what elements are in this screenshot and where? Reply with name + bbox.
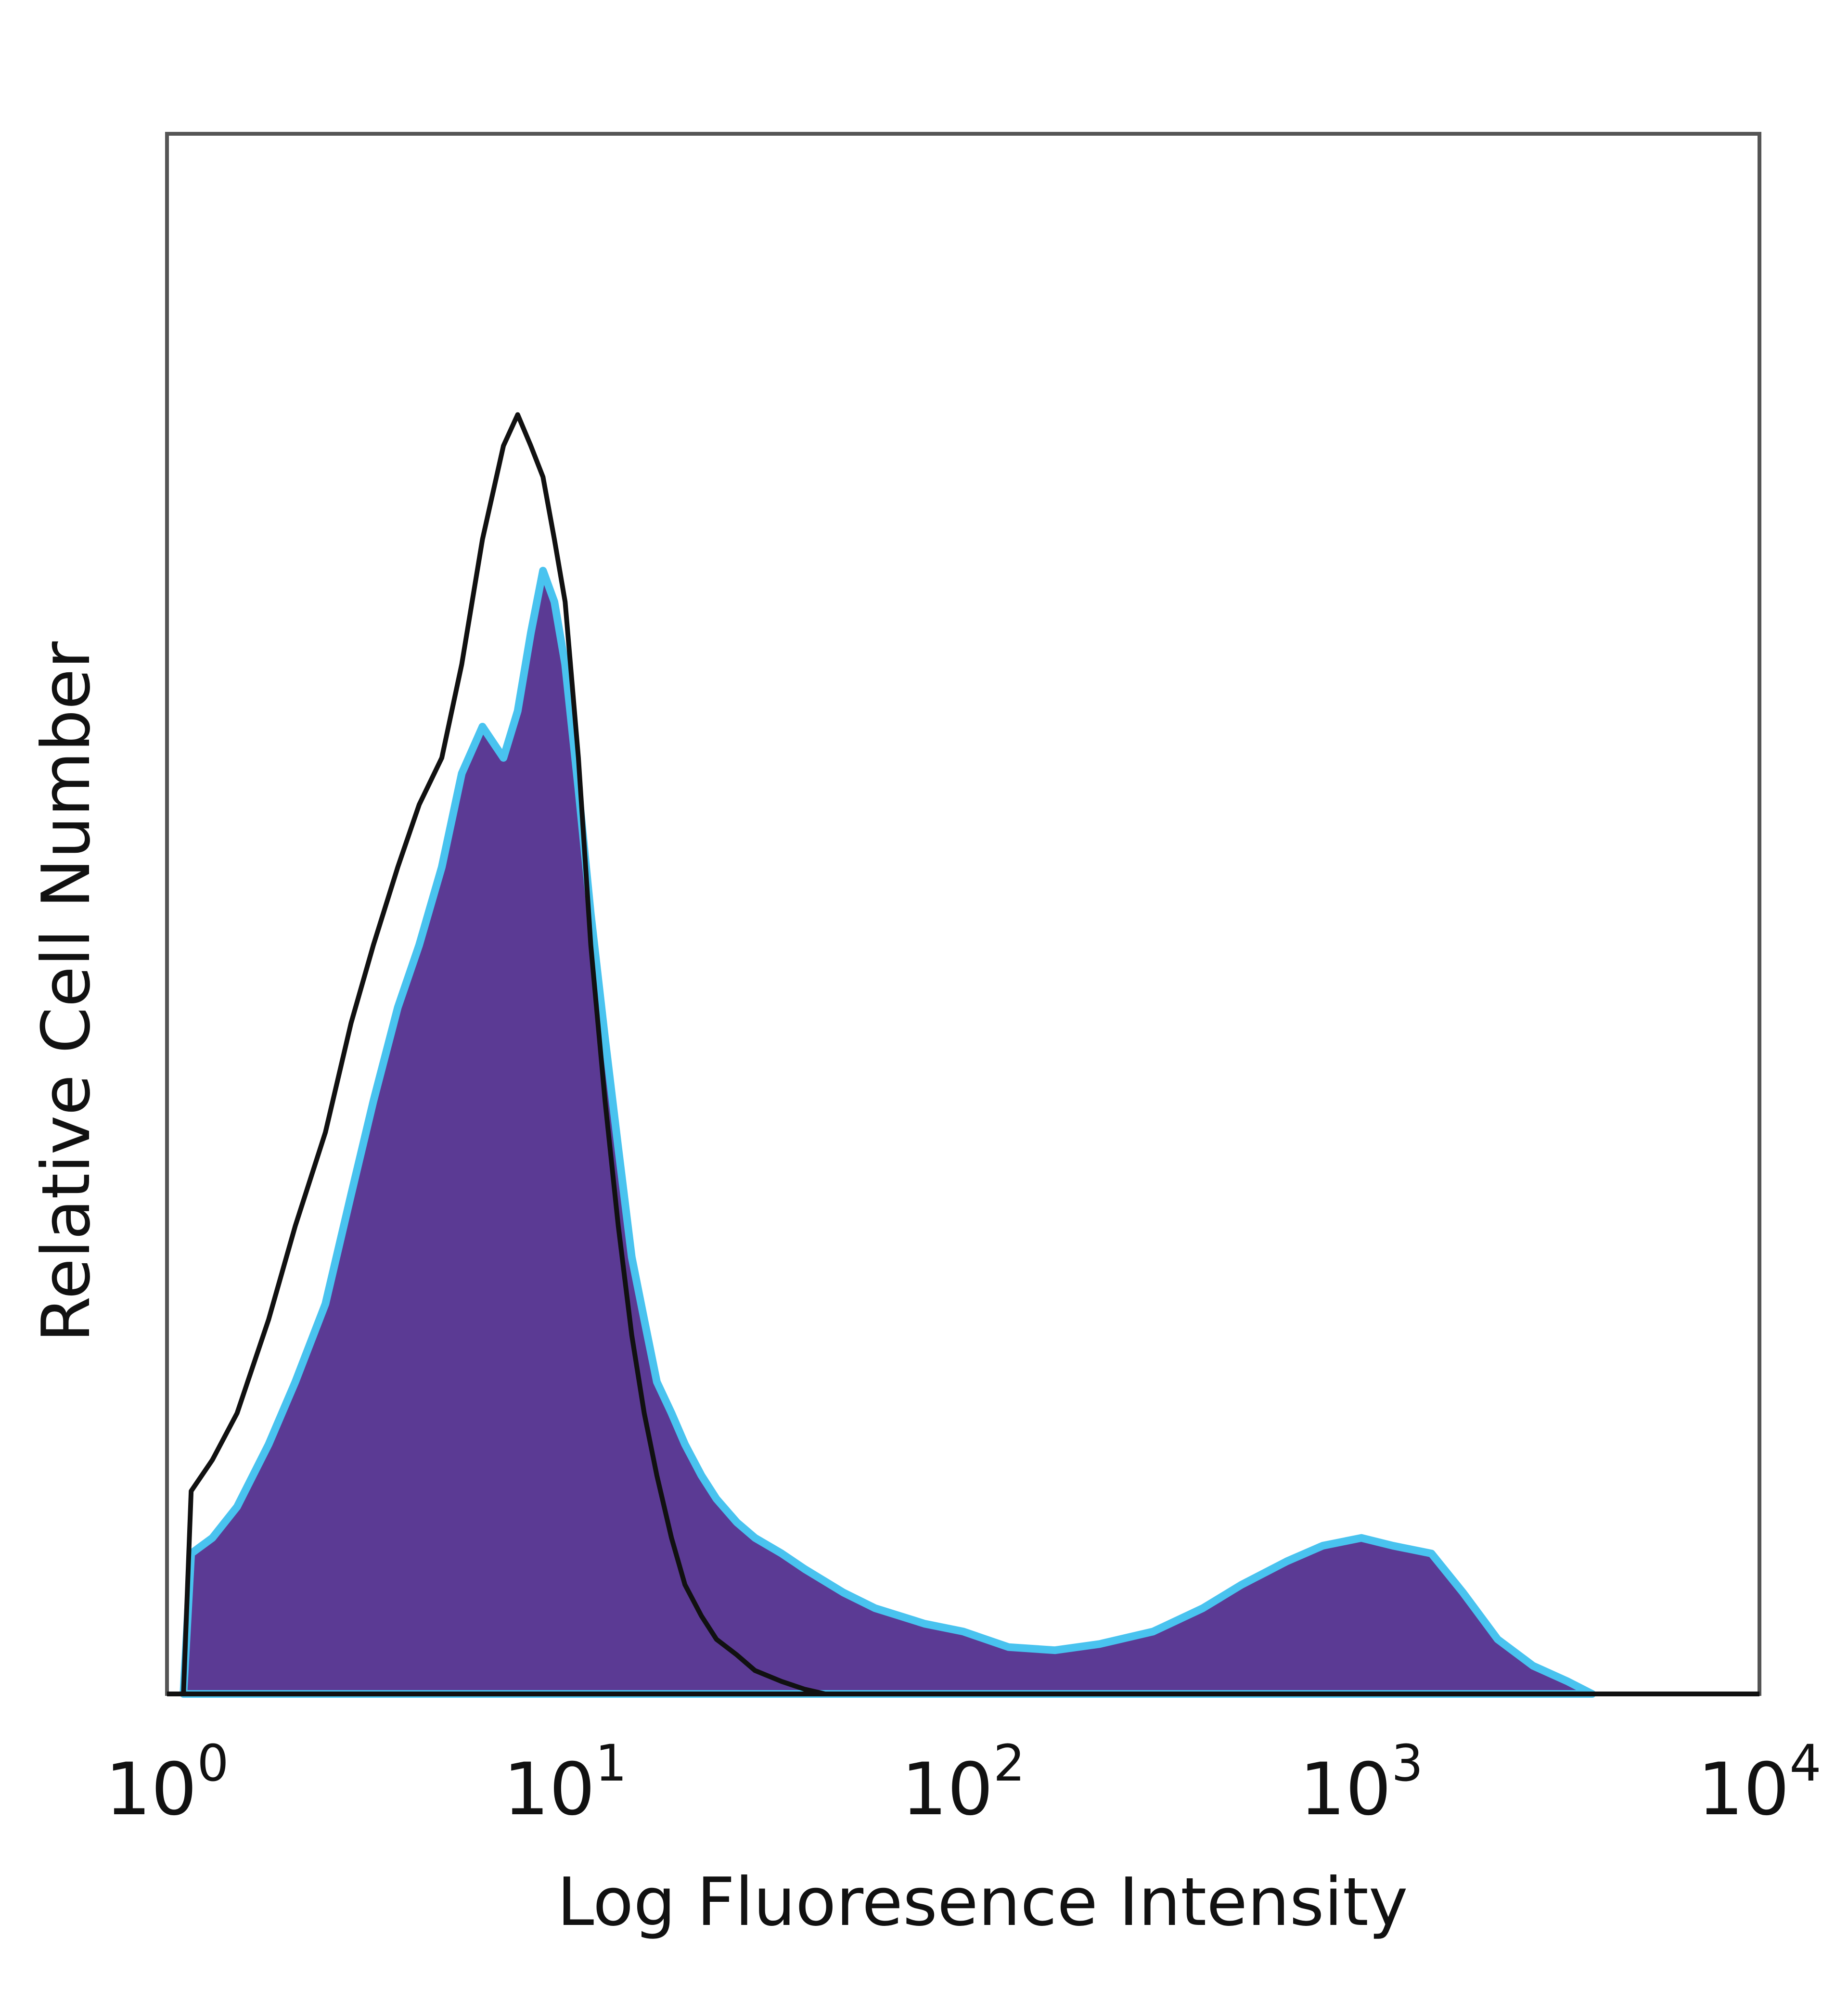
x-tick-labels: 100 101 102 103 104 [105,1734,1821,1832]
x-tick-label: 103 [1299,1734,1423,1832]
control-histogram-line [181,412,826,1696]
series-layer [180,412,1596,1698]
x-axis-label: Log Fluoresence Intensity [557,1863,1408,1941]
filled-histogram-series [180,566,1596,1698]
x-tick-label: 101 [503,1734,627,1832]
y-axis-label: Relative Cell Number [27,641,105,1343]
x-tick-label: 100 [105,1734,229,1832]
x-tick-label: 102 [901,1734,1025,1832]
x-tick-label: 104 [1697,1734,1821,1832]
